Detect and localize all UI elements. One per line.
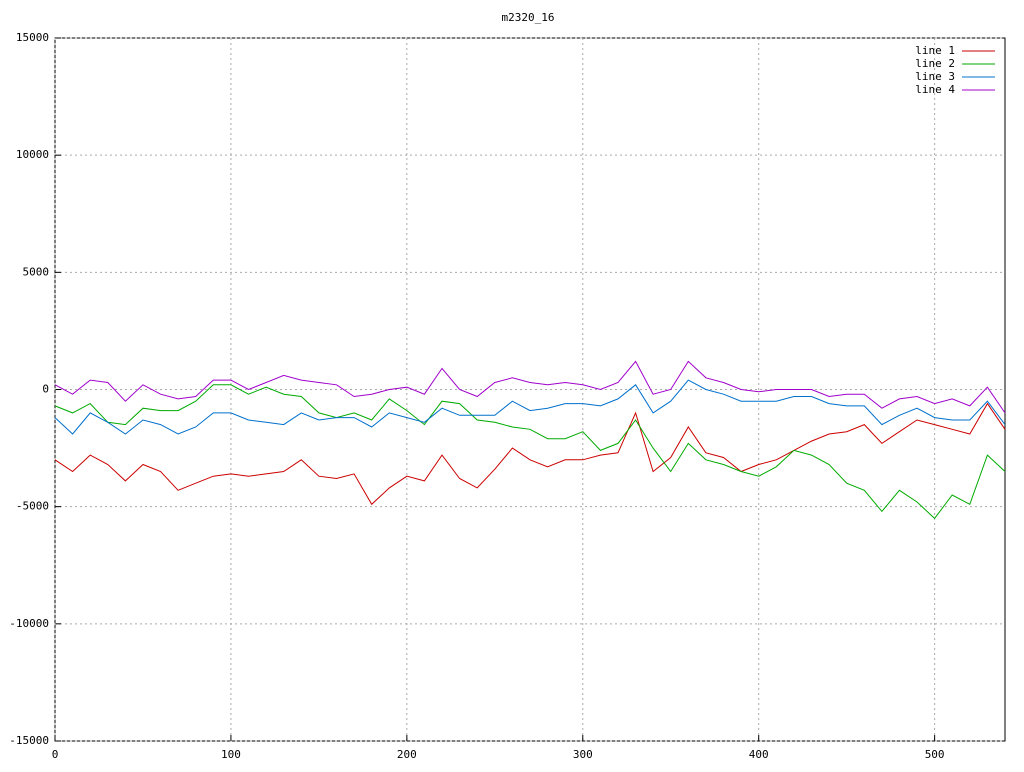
y-tick-label: -15000 (9, 734, 49, 747)
y-tick-label: 15000 (16, 31, 49, 44)
x-tick-label: 500 (925, 748, 945, 761)
x-tick-label: 100 (221, 748, 241, 761)
x-tick-label: 200 (397, 748, 417, 761)
legend-label: line 3 (915, 70, 955, 83)
y-tick-label: -5000 (16, 500, 49, 513)
data-line (54, 379, 1006, 435)
y-tick-label: 5000 (23, 265, 50, 278)
legend-label: line 2 (915, 57, 955, 70)
y-tick-label: 0 (42, 383, 49, 396)
y-tick-label: -10000 (9, 617, 49, 630)
data-line (54, 360, 1006, 414)
legend-label: line 4 (915, 83, 955, 96)
legend-label: line 1 (915, 44, 955, 57)
data-line (54, 384, 1006, 520)
x-tick-label: 300 (573, 748, 593, 761)
chart-title: m2320_16 (502, 11, 555, 24)
y-tick-label: 10000 (16, 148, 49, 161)
x-tick-label: 400 (749, 748, 769, 761)
data-line (54, 402, 1006, 506)
x-tick-label: 0 (52, 748, 59, 761)
